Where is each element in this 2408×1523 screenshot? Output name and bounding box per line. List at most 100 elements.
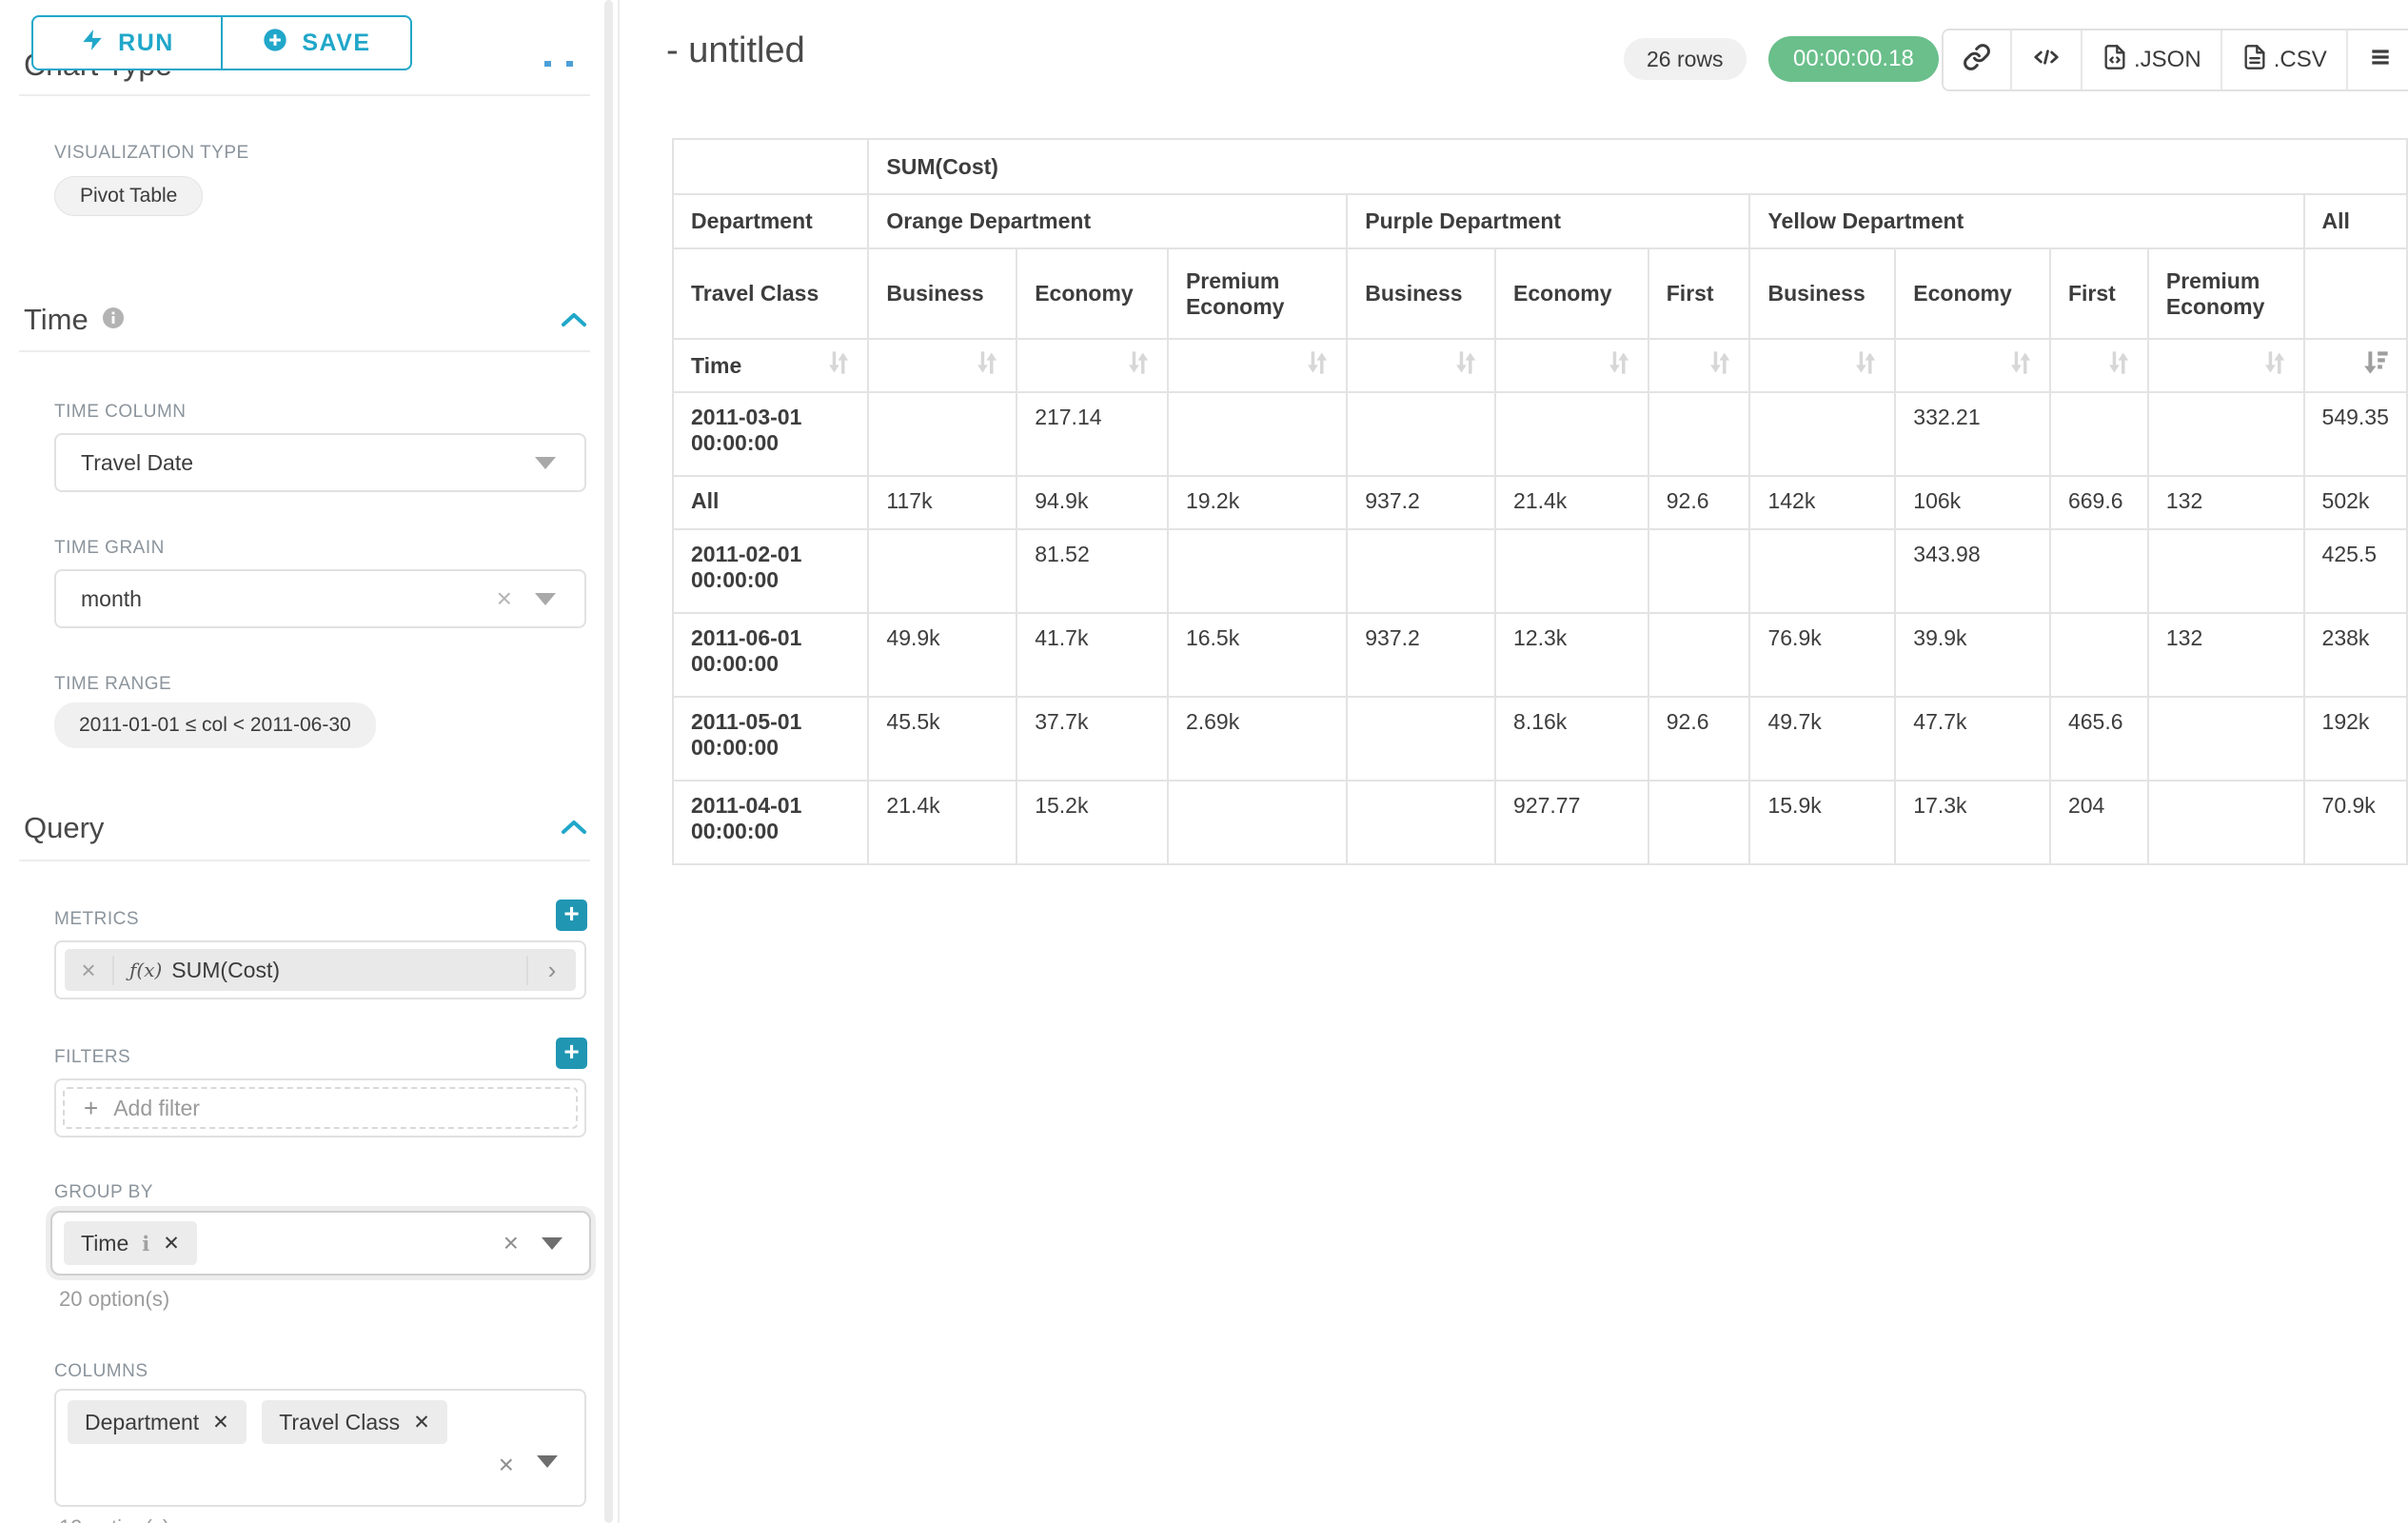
sort-icon[interactable] (1854, 349, 1877, 382)
cell (1647, 528, 1751, 614)
clear-icon[interactable]: × (498, 1450, 514, 1479)
column-header[interactable]: Economy (1494, 247, 1649, 340)
sort-icon[interactable] (2263, 349, 2286, 382)
cell: 47.7k (1894, 696, 2051, 781)
cell (1346, 391, 1497, 477)
column-header[interactable]: First (1647, 247, 1751, 340)
section-divider (19, 94, 590, 96)
metric-pill[interactable]: × ƒ(x) SUM(Cost) › (65, 949, 576, 991)
column-group-header[interactable]: Orange Department (867, 193, 1349, 249)
time-range-label: TIME RANGE (54, 674, 172, 694)
columns-chip[interactable]: Travel Class ✕ (262, 1400, 447, 1444)
sort-icon (1308, 351, 1328, 374)
copy-link-button[interactable] (1944, 30, 2012, 89)
clear-icon[interactable]: × (496, 583, 512, 613)
chart-title[interactable]: - untitled (666, 30, 805, 70)
section-divider (19, 860, 590, 861)
columns-options-hint: 19 option(s) (59, 1515, 169, 1523)
menu-button[interactable] (2347, 30, 2408, 89)
export-csv-button[interactable]: .CSV (2221, 30, 2348, 89)
sort-icon[interactable] (2107, 349, 2130, 382)
sort-header-cell (1346, 338, 1497, 393)
panel-divider[interactable] (618, 0, 620, 1523)
sort-icon[interactable] (1454, 349, 1477, 382)
chevron-down-icon (535, 592, 556, 605)
time-column-select[interactable]: Travel Date (54, 433, 586, 492)
function-icon: ƒ(x) (129, 959, 163, 981)
export-toolbar: .JSON .CSV (1942, 29, 2408, 91)
column-header[interactable]: Business (867, 247, 1018, 340)
sort-header-cell (2146, 338, 2305, 393)
column-header[interactable]: Premium Economy (1166, 247, 1349, 340)
column-group-header[interactable]: Yellow Department (1748, 193, 2305, 249)
sort-icon[interactable] (1306, 349, 1329, 382)
save-button[interactable]: SAVE (222, 15, 412, 70)
sort-icon (977, 351, 997, 374)
add-filter-button[interactable]: + Add filter (63, 1087, 578, 1129)
cell (1346, 696, 1497, 781)
group-by-select[interactable]: Time i ✕ × (50, 1211, 591, 1276)
sort-icon[interactable] (976, 349, 998, 382)
cell: 21.4k (867, 780, 1018, 865)
time-grain-value: month (81, 585, 142, 611)
cell (1748, 528, 1897, 614)
cell: 16.5k (1166, 612, 1349, 698)
export-json-button[interactable]: .JSON (2082, 30, 2222, 89)
collapse-time-chevron-icon[interactable] (560, 309, 588, 335)
columns-chip[interactable]: Department ✕ (68, 1400, 247, 1444)
remove-chip-icon[interactable]: ✕ (163, 1232, 180, 1255)
add-metric-button[interactable]: + (556, 900, 587, 931)
clear-icon[interactable]: × (503, 1228, 519, 1257)
cell (2146, 528, 2305, 614)
column-header[interactable]: Premium Economy (2146, 247, 2305, 340)
cell (1346, 528, 1497, 614)
run-button[interactable]: RUN (31, 15, 222, 70)
cell (2146, 780, 2305, 865)
collapse-query-chevron-icon[interactable] (560, 817, 588, 842)
group-by-chip[interactable]: Time i ✕ (64, 1221, 197, 1265)
column-header[interactable]: Economy (1894, 247, 2051, 340)
cell: 343.98 (1894, 528, 2051, 614)
add-filter-plus-button[interactable]: + (556, 1038, 587, 1069)
embed-code-button[interactable] (2012, 30, 2082, 89)
cell (1166, 780, 1349, 865)
add-filter-label: Add filter (113, 1095, 200, 1120)
column-header[interactable]: Business (1346, 247, 1497, 340)
remove-chip-icon[interactable]: ✕ (413, 1411, 430, 1434)
plus-circle-icon (262, 27, 288, 60)
cell: 142k (1748, 475, 1897, 530)
sort-icon[interactable] (827, 349, 850, 382)
column-group-header[interactable]: Purple Department (1346, 193, 1751, 249)
columns-select[interactable]: Department ✕ Travel Class ✕ × (54, 1389, 586, 1507)
column-header[interactable]: First (2048, 247, 2149, 340)
cell: 332.21 (1894, 391, 2051, 477)
chevron-right-icon[interactable]: › (526, 955, 576, 985)
sort-icon[interactable] (1708, 349, 1731, 382)
sort-icon[interactable] (1127, 349, 1150, 382)
sort-desc-icon[interactable] (2364, 349, 2389, 382)
info-icon (102, 303, 125, 337)
sort-icon[interactable] (1608, 349, 1630, 382)
column-header[interactable]: Economy (1016, 247, 1169, 340)
sidebar-scrollbar[interactable] (604, 0, 613, 1523)
cell (1166, 391, 1349, 477)
cell: 106k (1894, 475, 2051, 530)
column-header[interactable]: Business (1748, 247, 1897, 340)
drag-handle-dots[interactable] (544, 61, 573, 67)
chevron-down-icon (537, 1455, 558, 1468)
cell: 425.5 (2302, 528, 2408, 614)
row-label: 2011-06-01 00:00:00 (671, 612, 870, 698)
remove-metric-icon[interactable]: × (65, 955, 114, 985)
time-range-pill[interactable]: 2011-01-01 ≤ col < 2011-06-30 (54, 702, 376, 748)
cell: 17.3k (1894, 780, 2051, 865)
table-row: 2011-06-01 00:00:00 49.9k 41.7k 16.5k 937.2 1… (671, 612, 2408, 698)
cell (1748, 391, 1897, 477)
column-group-header[interactable]: All (2302, 193, 2408, 249)
sort-icon[interactable] (2009, 349, 2032, 382)
time-grain-select[interactable]: month × (54, 569, 586, 628)
row-dimension-label: Time (671, 338, 870, 393)
time-section-title: Time (24, 303, 125, 337)
cell (2048, 528, 2149, 614)
visualization-type-pill[interactable]: Pivot Table (54, 176, 204, 216)
remove-chip-icon[interactable]: ✕ (212, 1411, 229, 1434)
